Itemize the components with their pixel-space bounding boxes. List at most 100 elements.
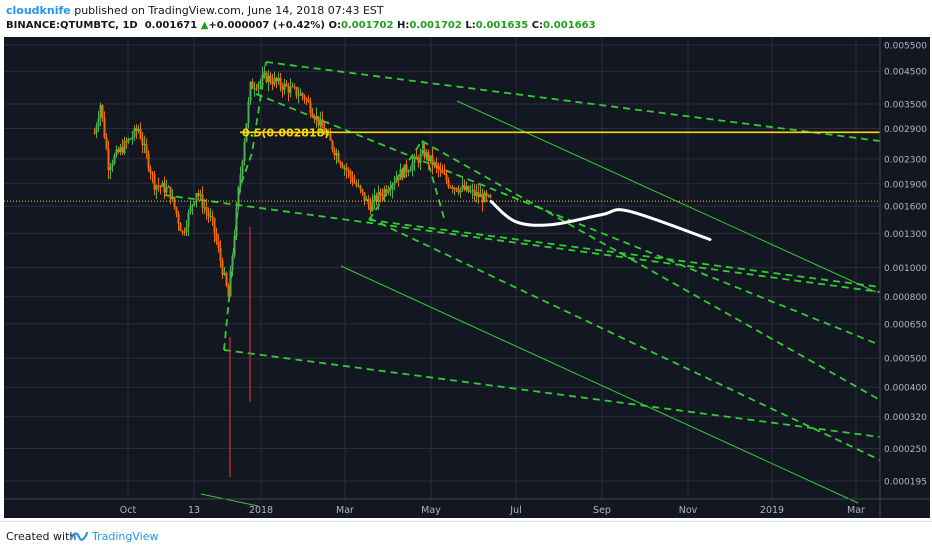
price-tick-label: 0.005500 <box>884 42 927 52</box>
candle-body <box>463 185 466 190</box>
candle-body <box>401 169 404 178</box>
time-tick-label: Jul <box>509 505 521 516</box>
open-label: O: <box>328 20 341 31</box>
tradingview-logo-icon[interactable] <box>70 528 88 544</box>
candle-body <box>199 194 202 196</box>
candle-body <box>247 101 250 124</box>
ohlc-legend: BINANCE:QTUMBTC, 1D 0.001671 ▲+0.000007 … <box>6 20 596 31</box>
candle-body <box>379 191 382 196</box>
candle-body <box>341 164 344 169</box>
candle-body <box>439 169 442 171</box>
candle-body <box>233 236 236 256</box>
candle-body <box>211 216 214 219</box>
candle-body <box>477 192 480 198</box>
candle-body <box>405 164 408 172</box>
price-tick-label: 0.002300 <box>884 155 927 165</box>
candle-body <box>271 81 274 85</box>
candle-body <box>193 201 196 205</box>
candle-body <box>179 223 182 232</box>
candle-body <box>301 93 304 97</box>
trendline-7 <box>223 349 881 438</box>
candle-body <box>483 192 486 203</box>
publication-line: cloudknife published on TradingView.com,… <box>6 4 384 17</box>
channel-line-lower <box>340 265 859 504</box>
close-label: C: <box>531 20 544 31</box>
candle-body <box>127 138 130 142</box>
candle-body <box>335 153 338 156</box>
candle-body <box>99 105 102 119</box>
candle-body <box>473 189 476 196</box>
candle-body <box>147 153 150 169</box>
price-tick-label: 0.002900 <box>884 125 927 135</box>
candle-body <box>227 285 230 297</box>
time-axis[interactable]: Oct 13 2018 Mar May Jul Sep Nov 2019 Mar <box>120 505 865 516</box>
candle-body <box>261 75 264 81</box>
trendline-6 <box>368 219 881 288</box>
candle-body <box>367 198 370 205</box>
candle-body <box>447 180 450 187</box>
candle-body <box>333 149 336 156</box>
candle-body <box>435 162 438 166</box>
candle-body <box>403 164 406 178</box>
price-axis[interactable]: 0.005500 0.004500 0.003500 0.002900 0.002300… <box>884 42 927 488</box>
candle-body <box>209 216 212 218</box>
candle-body <box>191 204 194 207</box>
candle-body <box>105 137 108 149</box>
price-tick-label: 0.001600 <box>884 203 927 213</box>
price-chart[interactable]: 0.5(0.002818) 0.0055000.0045000.0035000.… <box>4 37 930 518</box>
candle-body <box>411 162 414 171</box>
time-tick-label: May <box>421 505 441 516</box>
candle-body <box>175 207 178 214</box>
candle-body <box>119 147 122 153</box>
candle-body <box>139 129 142 139</box>
candle-body <box>327 134 330 136</box>
candle-body <box>355 182 358 186</box>
candle-body <box>291 86 294 88</box>
candle-body <box>249 81 252 102</box>
candle-body <box>425 152 428 158</box>
time-tick-label: 2019 <box>760 505 784 516</box>
trendline-3 <box>421 140 881 401</box>
price-tick-label: 0.000320 <box>884 413 927 423</box>
author-link[interactable]: cloudknife <box>6 4 71 17</box>
candle-body <box>279 78 282 87</box>
price-tick-label: 0.001900 <box>884 180 927 190</box>
symbol-label[interactable]: BINANCE:QTUMBTC, 1D <box>6 20 138 31</box>
candle-body <box>373 195 376 201</box>
candle-body <box>421 149 424 154</box>
candle-body <box>187 212 190 228</box>
time-tick-label: Nov <box>679 505 698 516</box>
open-value: 0.001702 <box>340 20 394 31</box>
candle-body <box>417 158 420 163</box>
candle-body <box>329 134 332 141</box>
candle-body <box>353 182 356 184</box>
candle-body <box>469 190 472 192</box>
candle-body <box>103 117 106 138</box>
candle-body <box>217 241 220 249</box>
price-tick-label: 0.003500 <box>884 101 927 111</box>
candle-body <box>95 126 98 134</box>
candle-body <box>169 186 172 200</box>
candle-body <box>259 80 262 84</box>
price-tick-label: 0.000500 <box>884 355 927 365</box>
candle-body <box>349 171 352 177</box>
candle-body <box>485 192 488 196</box>
candle-body <box>311 113 314 117</box>
candle-body <box>275 77 278 82</box>
candlestick-series <box>93 66 492 477</box>
time-tick-label: 13 <box>188 505 200 516</box>
candle-body <box>181 231 184 233</box>
candle-body <box>407 171 410 173</box>
candle-body <box>123 140 126 153</box>
chart-area[interactable]: 0.5(0.002818) 0.005500 0.004500 0.003500 0.… <box>4 37 930 518</box>
candle-body <box>459 188 462 193</box>
trendline-left <box>223 61 267 351</box>
tradingview-brand-link[interactable]: TradingView <box>92 530 159 543</box>
candle-body <box>371 200 374 211</box>
candle-body <box>461 185 464 189</box>
candle-body <box>385 188 388 193</box>
candle-body <box>113 155 116 164</box>
candle-body <box>429 155 432 162</box>
candle-body <box>167 186 170 188</box>
candle-body <box>361 189 364 193</box>
